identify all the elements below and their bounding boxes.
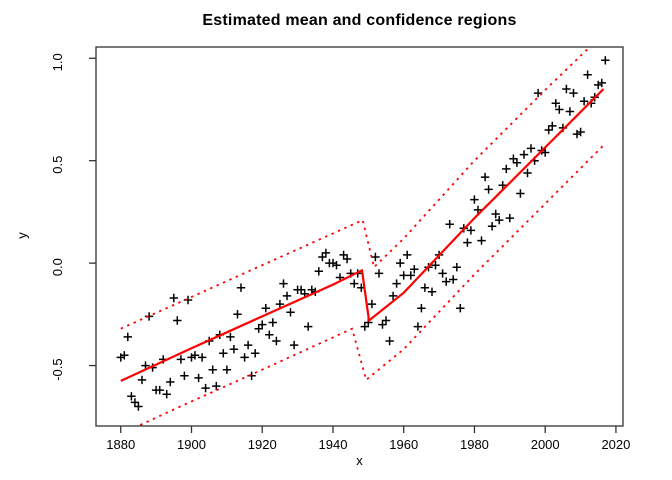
x-tick-label: 1980 <box>460 437 489 452</box>
plot-box <box>95 46 624 427</box>
x-tick-label: 2020 <box>601 437 630 452</box>
y-axis-title: y <box>14 232 30 239</box>
estimated-mean-line <box>120 88 605 382</box>
chart-title: Estimated mean and confidence regions <box>202 12 517 29</box>
y-tick-label: 0.5 <box>50 156 65 174</box>
x-tick-label: 2000 <box>531 437 560 452</box>
x-axis-title: x <box>356 453 363 468</box>
y-tick-label: 0.0 <box>50 258 65 276</box>
x-tick-label: 1920 <box>248 437 277 452</box>
x-tick-label: 1940 <box>319 437 348 452</box>
upper-confidence-limit-line <box>120 47 590 330</box>
x-tick-label: 1900 <box>177 437 206 452</box>
y-tick-label: 1.0 <box>50 53 65 71</box>
x-tick-label: 1880 <box>106 437 135 452</box>
lower-confidence-limit-line <box>139 144 605 426</box>
y-tick-label: -0.5 <box>50 358 65 380</box>
x-tick-label: 1960 <box>389 437 418 452</box>
scatter-points <box>116 56 610 411</box>
